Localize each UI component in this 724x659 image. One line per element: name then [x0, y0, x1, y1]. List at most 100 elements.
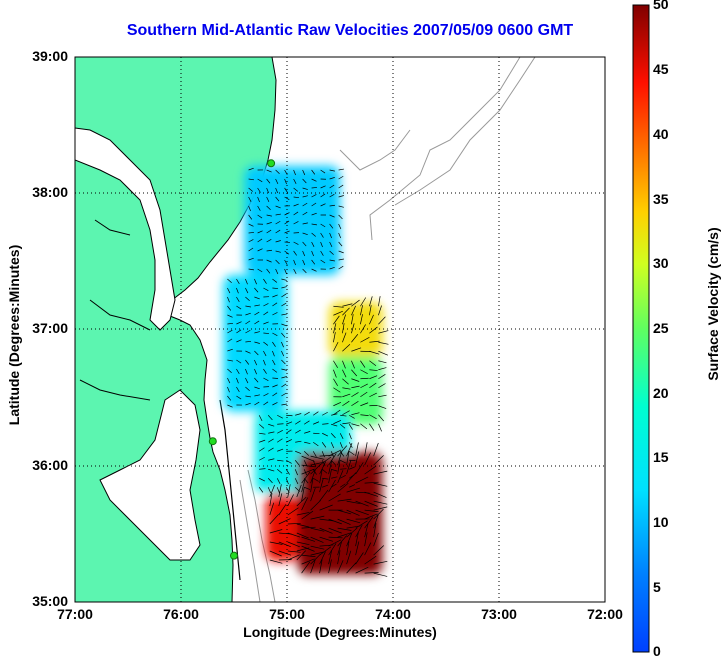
velocity-arrow — [373, 545, 384, 556]
velocity-arrow — [227, 377, 231, 384]
velocity-arrow — [266, 259, 272, 263]
velocity-arrow — [364, 509, 379, 513]
velocity-arrow — [236, 305, 242, 310]
y-tick-label: 36:00 — [32, 457, 68, 473]
velocity-arrow — [248, 214, 253, 220]
velocity-arrow — [272, 302, 278, 307]
velocity-arrow — [245, 278, 248, 285]
velocity-arrow — [257, 268, 263, 273]
station-layer — [208, 159, 276, 560]
velocity-arrow — [311, 212, 317, 216]
velocity-arrow — [293, 259, 296, 266]
velocity-arrow — [373, 508, 384, 520]
velocity-arrow — [319, 546, 332, 556]
colorbar-tick: 50 — [653, 0, 669, 12]
velocity-arrow — [373, 523, 377, 538]
velocity-arrow — [328, 449, 342, 457]
velocity-arrow — [364, 491, 379, 497]
velocity-arrow — [364, 500, 378, 507]
velocity-arrow — [351, 412, 360, 416]
velocity-arrow — [275, 213, 281, 216]
velocity-arrow — [248, 232, 255, 234]
velocity-arrow — [333, 409, 341, 416]
velocity-arrow — [276, 487, 280, 494]
radar-station-marker — [208, 437, 217, 446]
velocity-arrow — [337, 470, 344, 484]
velocity-arrow — [311, 169, 316, 175]
velocity-arrow — [284, 220, 290, 225]
velocity-arrow — [328, 469, 332, 484]
velocity-arrow — [293, 178, 297, 184]
velocity-arrow — [369, 326, 378, 334]
velocity-arrow — [337, 460, 341, 475]
velocity-arrow — [245, 395, 252, 398]
velocity-arrow — [245, 287, 249, 294]
velocity-arrow — [257, 187, 261, 193]
velocity-arrow — [329, 223, 334, 229]
velocity-arrow — [236, 278, 240, 284]
velocity-arrow — [333, 387, 341, 393]
velocity-arrow — [272, 384, 278, 388]
velocity-arrow — [302, 211, 308, 216]
velocity-arrow — [337, 509, 352, 515]
velocity-arrow — [294, 478, 299, 485]
velocity-arrow — [342, 344, 351, 352]
velocity-arrow — [340, 474, 346, 479]
velocity-arrow — [248, 247, 254, 252]
velocity-arrow — [248, 178, 255, 181]
velocity-arrow — [338, 205, 344, 208]
velocity-arrow — [302, 241, 307, 247]
velocity-arrow — [310, 515, 325, 520]
velocity-arrow — [281, 278, 287, 281]
velocity-arrow — [286, 459, 292, 464]
velocity-arrow — [342, 387, 351, 390]
velocity-arrow — [311, 259, 316, 265]
velocity-arrow — [351, 392, 359, 398]
velocity-arrow — [281, 392, 287, 397]
velocity-arrow — [338, 223, 342, 230]
velocity-arrow — [302, 195, 308, 198]
velocity-arrow — [346, 443, 353, 457]
velocity-arrow — [320, 203, 326, 207]
velocity-arrow — [319, 536, 334, 542]
velocity-arrow — [319, 527, 333, 534]
velocity-arrow — [301, 561, 311, 574]
velocity-arrow — [360, 402, 369, 407]
velocity-arrow — [254, 304, 261, 307]
velocity-arrow — [301, 455, 315, 462]
velocity-arrow — [275, 187, 279, 194]
velocity-arrow — [378, 350, 388, 356]
velocity-arrow — [281, 368, 287, 371]
velocity-arrow — [333, 401, 342, 407]
velocity-arrow — [329, 250, 334, 255]
velocity-arrow — [268, 438, 274, 443]
velocity-arrow — [369, 340, 380, 343]
velocity-arrow — [248, 167, 254, 171]
velocity-arrow — [351, 347, 362, 352]
velocity-arrow — [342, 400, 350, 407]
velocity-arrow — [272, 402, 278, 406]
velocity-arrow — [355, 566, 369, 574]
velocity-arrow — [248, 268, 255, 271]
velocity-arrow — [295, 450, 302, 454]
velocity-arrow — [321, 460, 326, 467]
velocity-arrow — [302, 232, 308, 236]
velocity-arrow — [281, 302, 287, 307]
velocity-arrow — [267, 487, 272, 494]
velocity-arrow — [269, 502, 275, 516]
velocity-arrow — [257, 248, 263, 252]
velocity-arrow — [355, 541, 360, 556]
velocity-arrow — [267, 415, 273, 421]
velocity-arrow — [364, 442, 368, 457]
velocity-arrow — [321, 468, 328, 474]
velocity-arrow — [227, 322, 234, 325]
velocity-arrow — [254, 341, 260, 344]
velocity-arrow — [254, 350, 259, 356]
velocity-cell — [297, 452, 383, 575]
velocity-arrow — [329, 232, 332, 239]
velocity-arrow — [272, 294, 278, 298]
velocity-arrow — [333, 378, 338, 387]
velocity-arrow — [275, 229, 281, 234]
velocity-arrow — [337, 482, 349, 493]
velocity-arrow — [248, 187, 253, 192]
